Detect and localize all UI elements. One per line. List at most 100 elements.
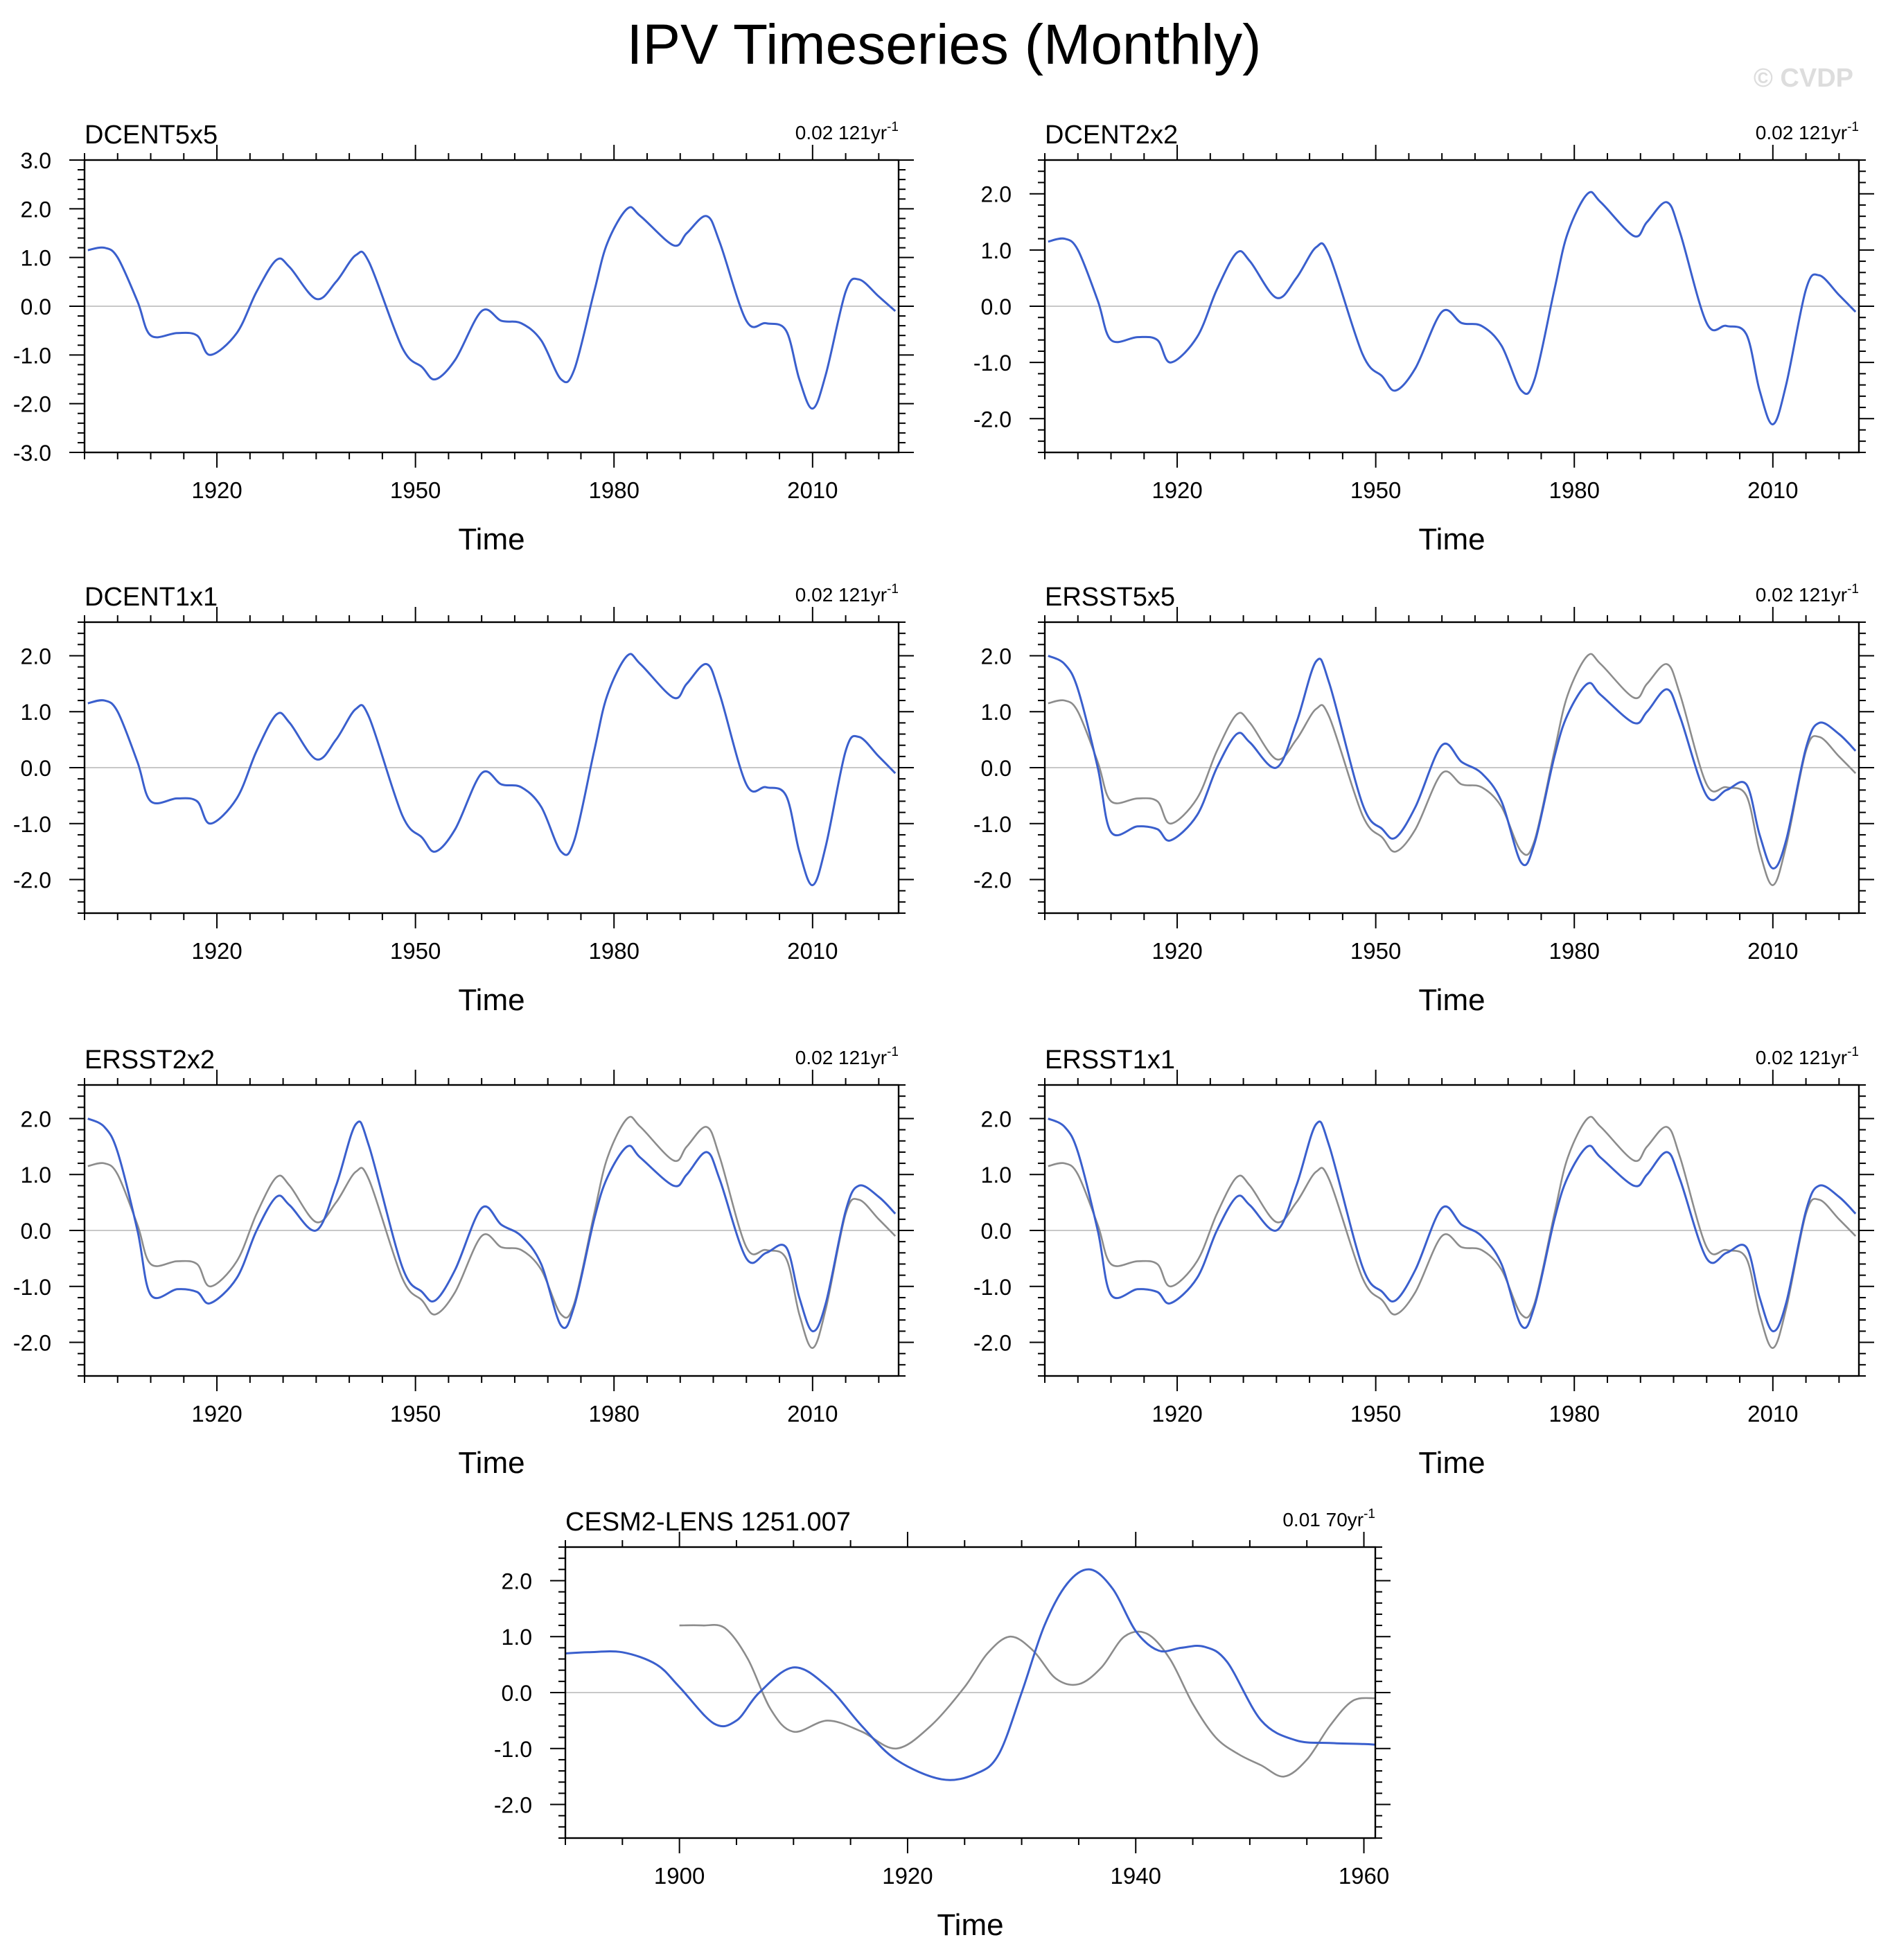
y-tick-label: -2.0 xyxy=(973,407,1012,432)
y-tick-label: 0.0 xyxy=(21,294,51,319)
plot-frame xyxy=(564,1546,1377,1839)
y-tick-label: 2.0 xyxy=(21,197,51,222)
x-tick-label: 1920 xyxy=(1152,477,1202,503)
x-tick-label: 1920 xyxy=(191,477,242,503)
y-tick-label: 0.0 xyxy=(21,1219,51,1244)
x-tick-label: 1920 xyxy=(191,938,242,964)
y-tick-label: -1.0 xyxy=(13,1275,51,1300)
y-tick-label: 0.0 xyxy=(21,756,51,781)
y-tick-label: 0.0 xyxy=(981,756,1012,781)
y-tick-label: 2.0 xyxy=(981,182,1012,207)
x-tick-label: 1950 xyxy=(390,1401,441,1427)
y-tick-label: -2.0 xyxy=(494,1793,532,1818)
reference-series-line xyxy=(87,1115,897,1349)
x-tick-label: 1980 xyxy=(1549,938,1600,964)
trend-label: 0.02 121yr-1 xyxy=(795,120,899,143)
x-axis-label: Time xyxy=(937,1908,1003,1942)
trend-label: 0.02 121yr-1 xyxy=(1756,1045,1859,1068)
x-tick-label: 1980 xyxy=(589,1401,639,1427)
figure-title: IPV Timeseries (Monthly) xyxy=(626,13,1262,76)
y-tick-label: 1.0 xyxy=(21,700,51,725)
x-tick-label: 1920 xyxy=(1152,938,1202,964)
panel-title: ERSST2x2 xyxy=(85,1045,215,1075)
trend-label: 0.02 121yr-1 xyxy=(795,1045,899,1068)
x-axis-label: Time xyxy=(458,1446,524,1480)
y-tick-label: 1.0 xyxy=(981,700,1012,725)
panel-title: DCENT2x2 xyxy=(1045,121,1178,150)
y-tick-label: -1.0 xyxy=(973,351,1012,376)
x-tick-label: 1920 xyxy=(191,1401,242,1427)
y-tick-label: -2.0 xyxy=(13,868,51,893)
x-tick-label: 1920 xyxy=(1152,1401,1202,1427)
plot-frame xyxy=(1043,621,1860,915)
x-tick-label: 1900 xyxy=(654,1863,705,1889)
y-tick-label: 2.0 xyxy=(981,644,1012,669)
panel-1: DCENT2x2 0.02 121yr-1 1920 1950 1980 2010 2.0 1… xyxy=(973,120,1874,556)
x-tick-label: 1950 xyxy=(1350,477,1401,503)
reference-series-line xyxy=(679,1624,1375,1778)
x-tick-label: 2010 xyxy=(1747,1401,1798,1427)
x-tick-label: 2010 xyxy=(1747,477,1798,503)
trend-label: 0.02 121yr-1 xyxy=(795,582,899,606)
series-line xyxy=(1048,1118,1857,1332)
panel-title: DCENT1x1 xyxy=(85,583,218,612)
x-tick-label: 1980 xyxy=(1549,1401,1600,1427)
x-tick-label: 2010 xyxy=(787,1401,838,1427)
y-tick-label: -2.0 xyxy=(13,1331,51,1356)
panel-2: DCENT1x1 0.02 121yr-1 1920 1950 1980 2010 2.0 1… xyxy=(13,582,914,1017)
x-tick-label: 1950 xyxy=(390,938,441,964)
panel-title: DCENT5x5 xyxy=(85,121,218,150)
x-tick-label: 1960 xyxy=(1339,1863,1389,1889)
y-tick-label: -1.0 xyxy=(973,812,1012,837)
y-tick-label: 2.0 xyxy=(21,644,51,669)
y-tick-label: 2.0 xyxy=(981,1106,1012,1131)
trend-label: 0.01 70yr-1 xyxy=(1282,1507,1375,1530)
x-tick-label: 1950 xyxy=(1350,1401,1401,1427)
reference-series-line xyxy=(1048,1115,1857,1349)
watermark: © CVDP xyxy=(1753,64,1853,93)
x-tick-label: 1950 xyxy=(1350,938,1401,964)
x-tick-label: 2010 xyxy=(787,938,838,964)
y-tick-label: 0.0 xyxy=(981,1219,1012,1244)
x-tick-label: 1920 xyxy=(882,1863,933,1889)
reference-series-line xyxy=(1048,653,1857,886)
x-tick-label: 2010 xyxy=(1747,938,1798,964)
y-tick-label: 1.0 xyxy=(981,238,1012,263)
y-tick-label: 2.0 xyxy=(21,1106,51,1131)
x-tick-label: 1980 xyxy=(589,938,639,964)
x-tick-label: 1940 xyxy=(1111,1863,1161,1889)
y-tick-label: -2.0 xyxy=(13,392,51,417)
panel-4: ERSST2x2 0.02 121yr-1 1920 1950 1980 2010 2.0 1… xyxy=(13,1045,914,1480)
plot-frame xyxy=(83,621,900,915)
y-tick-label: -1.0 xyxy=(13,343,51,368)
panel-6: CESM2-LENS 1251.007 0.01 70yr-1 1900 1920 19… xyxy=(494,1507,1391,1942)
y-tick-label: 1.0 xyxy=(502,1625,532,1650)
series-line xyxy=(87,206,897,410)
x-tick-label: 2010 xyxy=(787,477,838,503)
y-tick-label: -1.0 xyxy=(973,1275,1012,1300)
y-tick-label: -1.0 xyxy=(13,812,51,837)
trend-label: 0.02 121yr-1 xyxy=(1756,120,1859,143)
y-tick-label: 0.0 xyxy=(502,1681,532,1706)
x-axis-label: Time xyxy=(1418,1446,1485,1480)
y-tick-label: 3.0 xyxy=(21,148,51,173)
series-line xyxy=(87,653,897,887)
x-axis-label: Time xyxy=(458,983,524,1017)
series-line xyxy=(87,1118,897,1332)
y-tick-label: -3.0 xyxy=(13,441,51,466)
panel-5: ERSST1x1 0.02 121yr-1 1920 1950 1980 2010 2.0 1… xyxy=(973,1045,1874,1480)
plot-frame xyxy=(1043,159,1860,454)
plot-frame xyxy=(1043,1084,1860,1377)
y-tick-label: 1.0 xyxy=(21,1163,51,1188)
plot-frame xyxy=(83,1084,900,1377)
x-axis-label: Time xyxy=(1418,983,1485,1017)
panel-title: ERSST5x5 xyxy=(1045,583,1175,612)
panel-title: ERSST1x1 xyxy=(1045,1045,1175,1075)
x-tick-label: 1950 xyxy=(390,477,441,503)
panel-title: CESM2-LENS 1251.007 xyxy=(565,1508,851,1537)
trend-label: 0.02 121yr-1 xyxy=(1756,582,1859,606)
x-axis-label: Time xyxy=(1418,522,1485,556)
series-line xyxy=(1048,655,1857,869)
y-tick-label: -2.0 xyxy=(973,868,1012,893)
